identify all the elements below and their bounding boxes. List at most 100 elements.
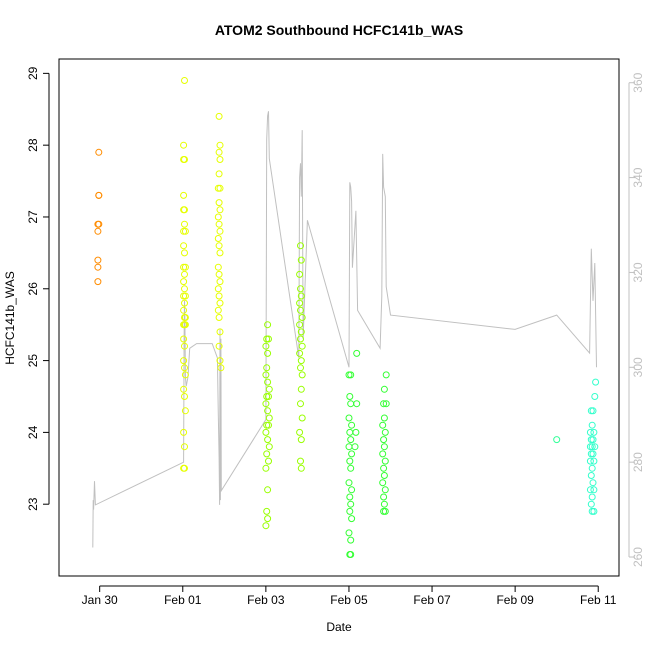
data-point [348, 421, 356, 429]
data-point [216, 206, 224, 214]
data-point [297, 457, 304, 465]
data-point [215, 220, 223, 228]
data-point [590, 428, 598, 436]
plot-frame [58, 58, 620, 577]
data-point [262, 400, 270, 408]
data-point [298, 414, 306, 422]
scatter-points [94, 77, 600, 558]
data-point [381, 486, 389, 494]
data-point [216, 184, 224, 192]
data-point [380, 414, 388, 422]
data-point [214, 235, 222, 242]
data-point [589, 450, 597, 458]
data-point [348, 515, 356, 523]
data-point [296, 349, 304, 357]
data-point [296, 270, 304, 278]
data-point [94, 227, 102, 235]
data-point [591, 393, 599, 400]
data-point [346, 428, 354, 436]
data-point [381, 507, 389, 515]
data-point [345, 414, 353, 422]
gray-line-series [92, 111, 597, 548]
data-point [586, 457, 594, 465]
data-point [353, 349, 361, 357]
data-point [380, 493, 388, 501]
x-tick-label: Feb 03 [247, 593, 285, 607]
x-tick-label: Feb 11 [580, 593, 617, 607]
data-point [95, 191, 103, 199]
data-point [181, 342, 188, 350]
data-point [95, 148, 103, 156]
data-point [346, 493, 354, 501]
data-point [215, 242, 223, 250]
data-point [215, 112, 223, 120]
data-point [265, 421, 272, 429]
x-tick-label: Feb 09 [496, 593, 534, 607]
data-point [181, 292, 189, 300]
data-point [379, 450, 387, 458]
data-point [181, 443, 188, 451]
data-point [181, 220, 188, 228]
data-point [348, 486, 356, 494]
data-point [297, 464, 305, 472]
data-point [216, 328, 224, 336]
data-point [380, 443, 388, 451]
y-tick-label: 27 [26, 210, 40, 224]
data-point [264, 486, 272, 494]
chart-title: ATOM2 Southbound HCFC141b_WAS [215, 22, 463, 38]
data-point [262, 371, 270, 379]
data-point [181, 156, 188, 163]
data-point [380, 500, 388, 508]
data-point [382, 371, 390, 379]
y2-tick-label: 340 [631, 167, 645, 187]
data-point [263, 364, 271, 372]
data-point [345, 479, 353, 487]
data-point [381, 428, 389, 436]
data-point [297, 335, 304, 343]
data-point [346, 457, 354, 465]
y-axis-label: HCFC141b_WAS [3, 271, 17, 365]
y2-tick-label: 260 [631, 547, 645, 567]
data-point [347, 551, 355, 558]
data-point [347, 400, 355, 408]
data-point [181, 227, 189, 235]
data-point [298, 342, 306, 350]
data-point [591, 443, 599, 451]
data-point [265, 393, 272, 400]
data-point [298, 371, 306, 379]
data-point [214, 213, 222, 221]
data-point [553, 436, 561, 444]
data-point [353, 400, 361, 408]
data-point [351, 443, 359, 451]
data-point [180, 278, 188, 286]
data-point [263, 450, 271, 458]
data-point [180, 191, 188, 199]
data-point [215, 342, 223, 350]
x-tick-label: Feb 01 [164, 593, 202, 607]
line-series [92, 111, 597, 548]
data-point [298, 314, 306, 321]
data-point [181, 263, 189, 271]
data-point [379, 421, 387, 429]
data-point [589, 479, 597, 487]
data-point [181, 285, 188, 293]
data-point [215, 199, 223, 207]
data-point [347, 436, 355, 444]
data-point [263, 507, 271, 515]
data-point [380, 472, 388, 479]
data-point [264, 349, 272, 357]
data-point [587, 500, 595, 508]
x-tick-label: Jan 30 [82, 593, 118, 607]
y-tick-label: 24 [26, 425, 40, 439]
y-tick-label: 26 [26, 282, 40, 296]
data-point [297, 256, 305, 264]
data-point [345, 529, 353, 537]
data-point [297, 364, 304, 372]
data-point [180, 335, 188, 343]
data-point [586, 486, 594, 494]
y-tick-label: 23 [26, 497, 40, 511]
data-point [216, 278, 224, 286]
data-point [181, 464, 188, 472]
data-point [347, 536, 355, 544]
data-point [215, 170, 223, 178]
